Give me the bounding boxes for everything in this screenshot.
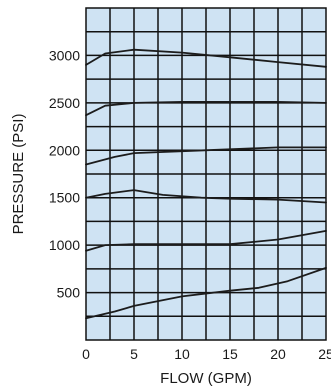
y-tick-label: 3000 [49, 47, 80, 63]
y-tick-label: 500 [57, 285, 81, 301]
y-tick-labels: 500 1000 1500 2000 2500 3000 [49, 47, 80, 300]
x-tick-label: 0 [82, 346, 90, 362]
y-tick-label: 1500 [49, 190, 80, 206]
series-line-4 [85, 189, 327, 204]
y-tick-label: 2000 [49, 142, 80, 158]
y-axis-label: PRESSURE (PSI) [10, 114, 27, 235]
y-tick-label: 1000 [49, 237, 80, 253]
series-line-5 [85, 230, 327, 252]
x-tick-label: 20 [270, 346, 286, 362]
x-tick-label: 10 [174, 346, 190, 362]
series-line-1 [85, 48, 327, 68]
plot-frame [85, 7, 327, 341]
x-tick-label: 5 [130, 346, 138, 362]
y-tick-label: 2500 [49, 95, 80, 111]
x-axis-label: FLOW (GPM) [160, 370, 252, 387]
x-tick-labels: 0 5 10 15 20 25 [82, 346, 331, 362]
x-tick-label: 15 [222, 346, 238, 362]
x-tick-label: 25 [318, 346, 331, 362]
series-line-2 [85, 101, 327, 117]
series-group [85, 48, 327, 320]
series-line-3 [85, 146, 327, 166]
series-line-6 [85, 267, 327, 320]
